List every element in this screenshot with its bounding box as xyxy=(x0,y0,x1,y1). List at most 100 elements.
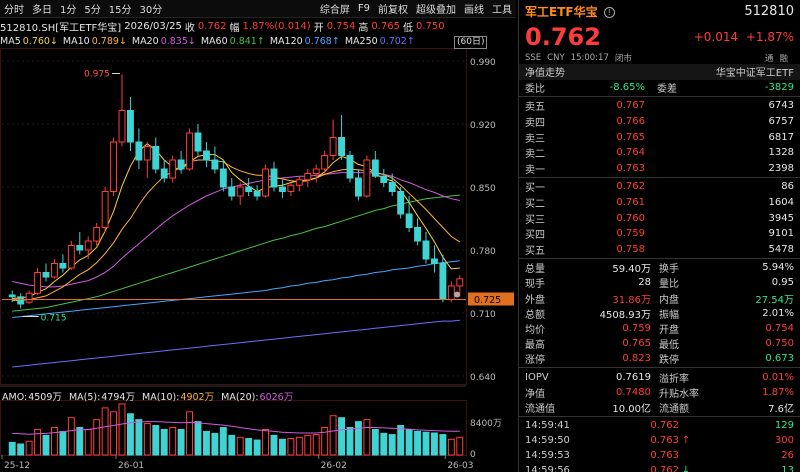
stat-label: 振幅 xyxy=(659,309,679,321)
bids-price: 0.762 xyxy=(616,181,645,193)
weibi-value: -8.65% xyxy=(609,81,645,93)
candle-body xyxy=(8,294,16,298)
tick-arrow: ↑ xyxy=(681,435,691,446)
period-tab-1[interactable]: 多日 xyxy=(32,5,52,16)
tick-volume: 13 xyxy=(781,465,794,472)
candle-body xyxy=(126,110,134,143)
stat-label: 换手 xyxy=(659,264,679,276)
tick-time: 14:59:56 xyxy=(525,465,570,472)
tool-button-1[interactable]: F9 xyxy=(357,3,370,14)
stat-row: 流通值 10.00亿 流通额 7.6亿 xyxy=(519,400,800,415)
high-annotation: 0.975 xyxy=(84,70,110,80)
open-value: 0.754 xyxy=(326,20,356,32)
stat-value: 59.40万 xyxy=(612,264,651,276)
divider xyxy=(519,367,800,369)
volume-bar xyxy=(135,419,143,456)
volume-bar xyxy=(17,443,25,456)
info-icon[interactable]: ! xyxy=(603,7,615,18)
period-selector[interactable]: (60日) xyxy=(454,36,488,49)
volume-bar xyxy=(126,413,134,456)
volume-bar xyxy=(228,434,236,456)
amo-label: AMO: xyxy=(2,392,28,403)
tick-time: 14:59:41 xyxy=(525,420,570,431)
volume-bar xyxy=(245,438,253,456)
volume-bar xyxy=(354,421,362,456)
rong-badge: 融 xyxy=(779,54,788,64)
volume-bar xyxy=(118,403,126,456)
stat-value: 4508.93万 xyxy=(599,309,651,321)
low-value: 0.750 xyxy=(415,20,445,32)
change-abs: +0.014 xyxy=(693,30,739,44)
divider xyxy=(519,416,800,417)
bids-price: 0.758 xyxy=(616,243,645,255)
candle-body xyxy=(110,141,118,192)
tool-button-5[interactable]: 工具 xyxy=(492,5,512,16)
period-tab-0[interactable]: 分时 xyxy=(4,5,24,16)
candle-body xyxy=(270,168,278,188)
bids-row[interactable]: 买五 0.758 5478 xyxy=(519,242,800,258)
asks-row[interactable]: 卖一 0.763 2398 xyxy=(519,161,800,177)
ma250-line xyxy=(12,319,460,368)
volume-bar xyxy=(312,434,320,456)
bids-level-label: 买五 xyxy=(525,245,545,257)
candle-body xyxy=(295,179,303,186)
asks-row[interactable]: 卖五 0.767 6743 xyxy=(519,98,800,114)
high-label: 高 xyxy=(358,22,369,34)
stat-label: 量比 xyxy=(659,279,679,291)
asks-row[interactable]: 卖二 0.764 1328 xyxy=(519,145,800,161)
divider xyxy=(519,177,800,179)
volume-bar xyxy=(76,427,84,456)
amo-ma20-value: 6026万 xyxy=(259,392,294,403)
ma10-line xyxy=(12,159,461,301)
ma10-value: 0.789↓ xyxy=(91,35,127,47)
bids-row[interactable]: 买四 0.759 9101 xyxy=(519,226,800,242)
volume-bar xyxy=(101,407,109,456)
ma5-label: MA5 xyxy=(0,35,21,47)
candle-body xyxy=(186,132,194,170)
volume-bar xyxy=(447,438,455,456)
price-change: +0.014 +1.87% xyxy=(694,30,794,44)
volume-bar xyxy=(194,421,202,456)
candle-body xyxy=(25,292,33,303)
bids-row[interactable]: 买三 0.760 3945 xyxy=(519,210,800,226)
candle-body xyxy=(439,263,447,300)
stat-label: 最低 xyxy=(659,340,679,352)
open-label: 开 xyxy=(313,22,324,34)
asks-row[interactable]: 卖三 0.765 6817 xyxy=(519,129,800,145)
y-tick-label: 0.990 xyxy=(470,58,496,68)
weibi-label: 委比 xyxy=(525,83,545,95)
volume-bar xyxy=(363,419,371,456)
bids-row[interactable]: 买一 0.762 86 xyxy=(519,179,800,195)
stat-label: 跌停 xyxy=(659,355,679,367)
volume-bar xyxy=(152,425,160,456)
candle-body xyxy=(228,186,236,197)
amo-value: 4509万 xyxy=(28,392,62,403)
candle-body xyxy=(397,191,405,215)
tool-button-4[interactable]: 画线 xyxy=(464,5,484,16)
candle-body xyxy=(371,159,379,177)
candle-body xyxy=(380,175,388,183)
volume-bar xyxy=(67,417,75,456)
kline-chart[interactable]: 0.990 0.920 0.850 0.780 0.710 0.640 0.975 0.715… xyxy=(0,0,516,472)
period-tab-2[interactable]: 1分 xyxy=(60,5,77,16)
stat-label: 总量 xyxy=(525,264,545,276)
bids-level-label: 买一 xyxy=(525,183,545,195)
bell-icon[interactable] xyxy=(454,291,460,298)
period-tab-4[interactable]: 15分 xyxy=(108,5,132,16)
volume-bar xyxy=(371,428,379,456)
bids-row[interactable]: 买二 0.761 1604 xyxy=(519,195,800,211)
trend-row[interactable]: 净值走势 华宝中证军工ETF xyxy=(519,64,800,80)
period-tab-5[interactable]: 30分 xyxy=(139,5,163,16)
price-row: 0.762 +0.014 +1.87% xyxy=(519,22,800,52)
asks-row[interactable]: 卖四 0.766 6757 xyxy=(519,114,800,130)
tick-row: 14:59:56 0.762 ↓ 13 xyxy=(519,463,800,472)
stat-row: IOPV 0.7619 溢折率 0.01% xyxy=(519,369,800,385)
tool-button-3[interactable]: 超级叠加 xyxy=(416,5,456,16)
candle-body xyxy=(346,155,354,179)
tick-volume: 26 xyxy=(781,450,794,461)
bids-level-label: 买三 xyxy=(525,214,545,226)
tool-button-0[interactable]: 综合屏 xyxy=(319,5,350,16)
volume-bar xyxy=(186,411,194,456)
period-tab-3[interactable]: 5分 xyxy=(84,5,101,16)
tool-button-2[interactable]: 前复权 xyxy=(378,5,408,16)
